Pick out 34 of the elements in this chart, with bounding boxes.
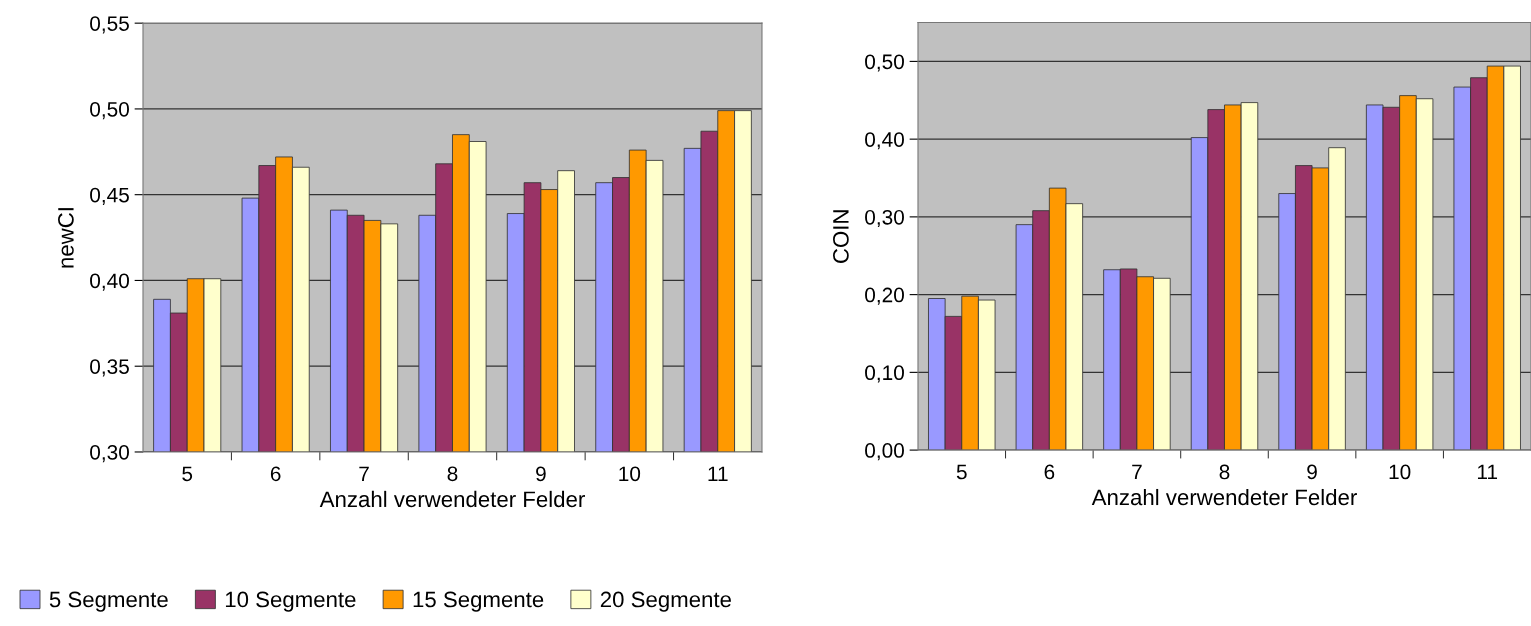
x-tick-label: 11 [708, 466, 728, 481]
x-tick-label: 7 [359, 466, 369, 481]
x-axis-title: Anzahl verwendeter Felder [1091, 488, 1357, 506]
x-axis-title: Anzahl verwendeter Felder [319, 490, 585, 508]
x-tick-label: 11 [1477, 464, 1498, 480]
x-tick-label: 8 [1219, 464, 1230, 480]
x-tick-label: 9 [1307, 464, 1317, 480]
x-tick-label: 9 [536, 466, 546, 482]
legend-label: 5 Segmente [49, 591, 168, 612]
y-axis-title: COIN [833, 210, 849, 263]
y-tick-label: 0,50 [90, 101, 129, 120]
y-tick-label: 0,50 [865, 54, 904, 72]
x-tick-label: 6 [270, 466, 281, 482]
y-tick-label: 0,20 [865, 287, 904, 305]
y-tick-label: 0,30 [865, 209, 904, 228]
x-tick-label: 10 [1389, 464, 1411, 480]
y-tick-label: 0,45 [90, 187, 129, 205]
y-tick-label: 0,40 [90, 273, 129, 291]
x-tick-label: 8 [447, 466, 458, 482]
y-tick-label: 0,00 [865, 443, 904, 461]
y-tick-label: 0,40 [865, 132, 904, 150]
x-tick-label: 10 [619, 466, 641, 482]
x-tick-label: 5 [956, 464, 967, 480]
legend-label: 10 Segmente [225, 591, 356, 612]
x-tick-label: 7 [1132, 464, 1142, 480]
legend-label: 15 Segmente [413, 591, 544, 612]
y-tick-label: 0,10 [865, 365, 904, 383]
y-tick-label: 0,35 [90, 359, 129, 377]
x-tick-label: 5 [182, 466, 193, 482]
x-tick-label: 6 [1044, 464, 1055, 480]
y-axis-title: newCI [58, 208, 74, 268]
legend-label: 20 Segmente [600, 591, 731, 612]
y-tick-label: 0,55 [90, 16, 129, 34]
y-tick-label: 0,30 [90, 444, 129, 463]
